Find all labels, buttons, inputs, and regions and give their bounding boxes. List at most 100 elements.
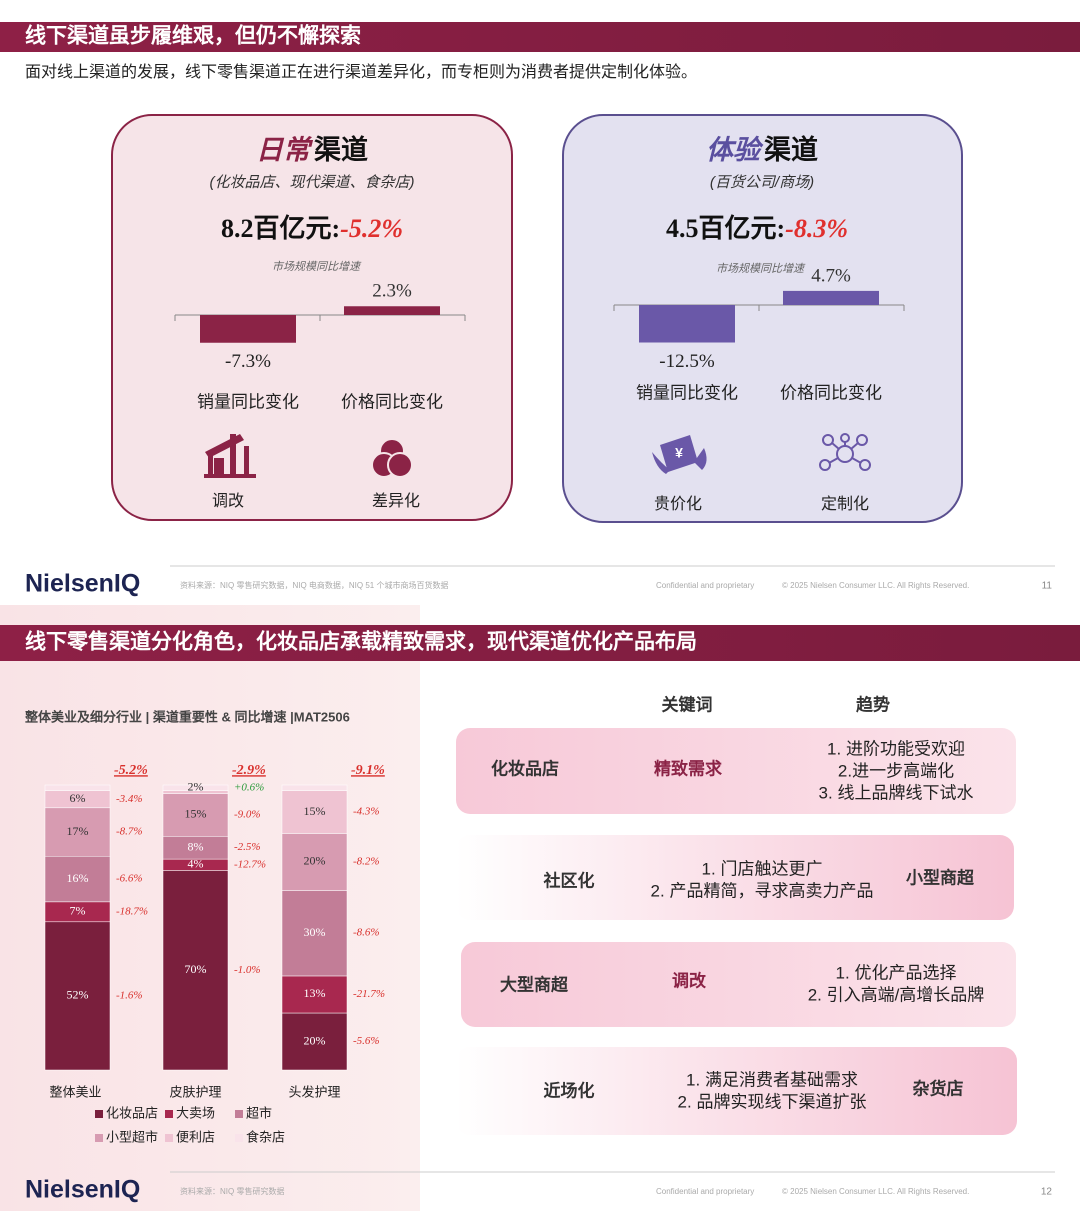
- growth-label: +0.6%: [234, 781, 264, 793]
- segment-label: 17%: [67, 824, 89, 838]
- legend-label: 化妆品店: [106, 1105, 158, 1120]
- segment-label: 15%: [185, 807, 207, 821]
- confidential: Confidential and proprietary: [656, 1187, 754, 1196]
- bar-segment: [44, 807, 111, 857]
- bar-category-label: 销量同比变化: [197, 392, 299, 411]
- header-bar: [0, 22, 1080, 52]
- icon-glyph: ¥: [675, 445, 683, 461]
- growth-label: 市场规模同比增速: [716, 262, 806, 275]
- x-tick-label: 整体美业: [49, 1084, 101, 1099]
- bar-segment: [44, 921, 111, 1071]
- trend-line: 2. 品牌实现线下渠道扩张: [678, 1092, 867, 1111]
- growth-label: -8.7%: [116, 826, 143, 838]
- icon-pumpjack: [204, 434, 256, 478]
- card: [111, 114, 513, 521]
- source: 资料来源：NIQ 零售研究数据: [180, 1186, 284, 1196]
- trend-line: 2.进一步高端化: [838, 761, 954, 780]
- segment-label: 2%: [188, 780, 204, 794]
- growth-label: -3.4%: [116, 793, 143, 805]
- legend-label: 超市: [246, 1105, 272, 1120]
- card-title-rest: 渠道: [314, 134, 368, 165]
- confidential: Confidential and proprietary: [656, 581, 754, 590]
- icon-label: 贵价化: [654, 495, 702, 513]
- segment-label: 70%: [185, 962, 207, 976]
- bar-segment: [44, 856, 111, 903]
- subtitle: 面对线上渠道的发展，线下零售渠道正在进行渠道差异化，而专柜则为消费者提供定制化体…: [25, 63, 697, 81]
- icon-label: 定制化: [821, 495, 869, 513]
- bar-segment: [44, 784, 111, 791]
- growth-label: -2.5%: [234, 841, 261, 853]
- card-scope: (百货公司/商场): [710, 174, 814, 191]
- slide-title: 线下渠道虽步履维艰，但仍不懈探索: [25, 24, 361, 48]
- slide-title: 线下零售渠道分化角色，化妆品店承载精致需求，现代渠道优化产品布局: [25, 630, 697, 654]
- legend-swatch: [95, 1134, 103, 1142]
- growth-label: -18.7%: [116, 905, 148, 917]
- segment-label: 7%: [70, 904, 86, 918]
- legend-label: 大卖场: [176, 1105, 215, 1120]
- bar-category-label: 销量同比变化: [636, 383, 738, 402]
- growth-label: -1.6%: [116, 989, 143, 1001]
- table-row: [456, 728, 1016, 814]
- keyword: 社区化: [543, 870, 595, 890]
- total-growth: -5.2%: [114, 763, 148, 778]
- table-header: 趋势: [856, 694, 890, 714]
- table-header: 关键词: [662, 694, 713, 714]
- header-bar: [0, 625, 1080, 661]
- bar-segment: [162, 793, 229, 837]
- legend-swatch: [165, 1134, 173, 1142]
- trend-line: 2. 产品精简，寻求高卖力产品: [651, 881, 874, 900]
- growth-label: -8.2%: [353, 855, 380, 867]
- card-size: 4.5百亿元:-8.3%: [666, 214, 848, 243]
- bar-segment: [281, 833, 348, 891]
- legend-swatch: [235, 1134, 243, 1142]
- segment-label: 15%: [304, 804, 326, 818]
- segment-label: 13%: [304, 986, 326, 1000]
- bar: [639, 305, 735, 343]
- copyright: © 2025 Nielsen Consumer LLC. All Rights …: [782, 1187, 969, 1196]
- bar-value-label: -7.3%: [225, 351, 271, 372]
- market-size: 4.5百亿元:: [666, 214, 785, 243]
- bar-value-label: 4.7%: [811, 265, 851, 286]
- bar-category-label: 价格同比变化: [341, 392, 443, 411]
- card-size: 8.2百亿元:-5.2%: [221, 214, 403, 243]
- table-row: [461, 942, 1016, 1027]
- segment-label: 30%: [304, 925, 326, 939]
- growth-label: -1.0%: [234, 964, 261, 976]
- trend-line: 1. 门店触达更广: [702, 859, 823, 878]
- bar-segment: [281, 975, 348, 1014]
- growth-label: -21.7%: [353, 988, 385, 1000]
- growth-label: -8.6%: [353, 927, 380, 939]
- card-title-rest: 渠道: [764, 134, 818, 165]
- segment-label: 16%: [67, 871, 89, 885]
- channel: 化妆品店: [491, 758, 559, 778]
- channel: 杂货店: [913, 1078, 964, 1098]
- icon-venn: [371, 438, 413, 478]
- card-title: 体验 渠道: [706, 134, 818, 165]
- growth-label: -6.6%: [116, 873, 143, 885]
- source: 资料来源：NIQ 零售研究数据，NIQ 电商数据，NIQ 51 个城市商场百货数…: [180, 580, 448, 590]
- segment-label: 4%: [188, 857, 204, 871]
- bar-segment: [281, 790, 348, 834]
- bar-segment: [162, 870, 229, 1071]
- market-growth: -5.2%: [340, 214, 403, 243]
- bar-value-label: -12.5%: [659, 351, 715, 372]
- growth-label: -9.0%: [234, 808, 261, 820]
- card: [562, 114, 963, 523]
- segment-label: 20%: [304, 854, 326, 868]
- icon-money: ¥: [652, 435, 707, 474]
- legend-label: 食杂店: [246, 1129, 285, 1144]
- logo: NielsenIQ: [25, 570, 140, 598]
- bar: [783, 290, 879, 305]
- chart-title: 整体美业及细分行业 | 渠道重要性 & 同比增速 |MAT2506: [24, 709, 350, 724]
- page-number: 11: [1042, 581, 1053, 592]
- legend-swatch: [165, 1110, 173, 1118]
- x-tick-label: 头发护理: [288, 1084, 340, 1099]
- legend-label: 小型超市: [106, 1129, 158, 1144]
- icon-label: 调改: [212, 492, 244, 510]
- table-row: [456, 1047, 1017, 1135]
- total-growth: -9.1%: [351, 763, 385, 778]
- trend-line: 3. 线上品牌线下试水: [819, 783, 974, 802]
- logo: NielsenIQ: [25, 1176, 140, 1204]
- bar-value-label: 2.3%: [372, 281, 412, 302]
- table-row: [456, 835, 1014, 920]
